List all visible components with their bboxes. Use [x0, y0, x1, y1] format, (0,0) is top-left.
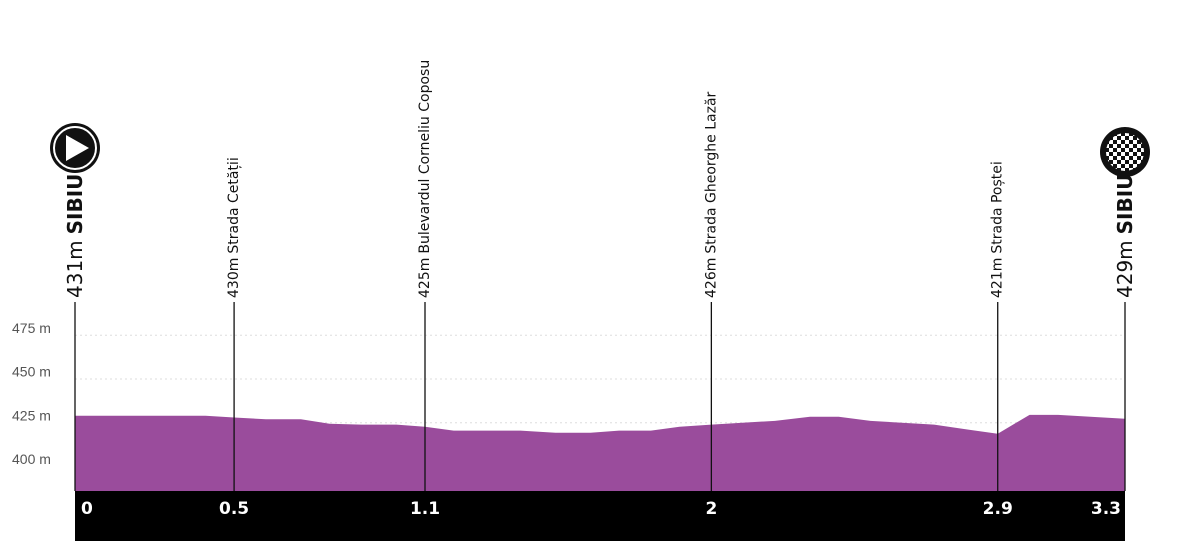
waypoint-name: Strada Cetății	[226, 157, 242, 253]
start-icon	[50, 123, 100, 173]
waypoint-label: 430m Strada Cetății	[226, 157, 242, 298]
waypoint-elevation: 425m	[417, 258, 433, 298]
waypoint-label: 431m SIBIU	[63, 174, 87, 298]
waypoint-label: 425m Bulevardul Corneliu Coposu	[417, 60, 433, 298]
waypoint-name: Strada Gheorghe Lazăr	[703, 91, 719, 253]
x-tick-label: 2.9	[983, 499, 1013, 519]
waypoint-name: Strada Poștei	[990, 161, 1006, 253]
waypoint-elevation: 429m	[1113, 240, 1137, 298]
y-tick-label: 450 m	[12, 364, 51, 380]
waypoint-name: SIBIU	[63, 174, 87, 235]
waypoint-label: 421m Strada Poștei	[990, 161, 1006, 298]
waypoint-elevation: 421m	[990, 258, 1006, 298]
elevation-area	[75, 414, 1125, 491]
waypoint-elevation: 430m	[226, 258, 242, 298]
y-tick-label: 400 m	[12, 451, 51, 467]
waypoint-elevation: 431m	[63, 240, 87, 298]
x-tick-label: 0.5	[219, 499, 249, 519]
x-tick-label: 0	[81, 499, 93, 519]
waypoint-label: 426m Strada Gheorghe Lazăr	[703, 91, 719, 298]
x-tick-label: 1.1	[410, 499, 440, 519]
distance-bar	[75, 491, 1125, 541]
x-tick-label: 2	[705, 499, 717, 519]
waypoint-name: Bulevardul Corneliu Coposu	[417, 60, 433, 254]
x-tick-label: 3.3	[1091, 499, 1121, 519]
finish-icon	[1100, 127, 1150, 177]
waypoint-elevation: 426m	[703, 258, 719, 298]
waypoint-name: SIBIU	[1113, 174, 1137, 235]
y-tick-label: 425 m	[12, 407, 51, 423]
waypoint-label: 429m SIBIU	[1113, 174, 1137, 298]
y-tick-label: 475 m	[12, 320, 51, 336]
